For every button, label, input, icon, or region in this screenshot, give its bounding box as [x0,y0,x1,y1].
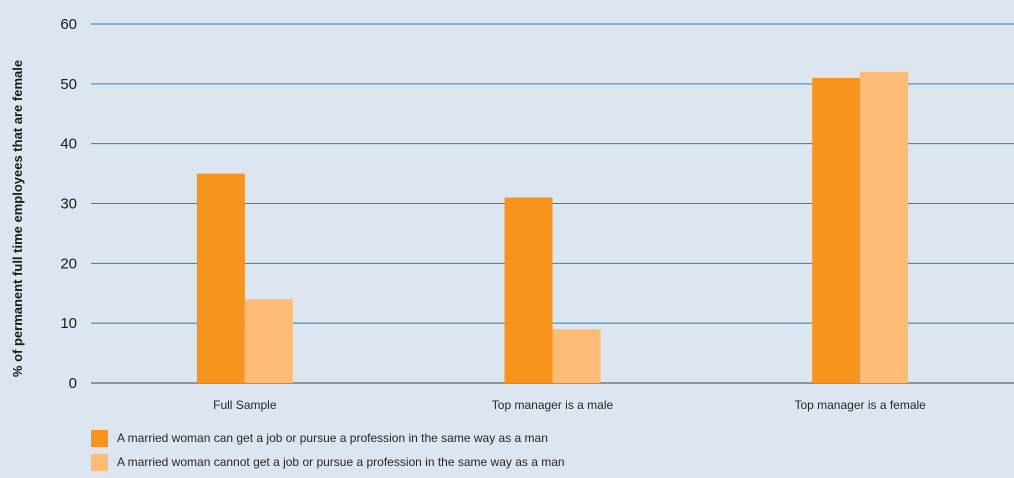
bars [196,71,909,383]
legend-label-cannot: A married woman cannot get a job or purs… [117,455,565,469]
bar-can-1 [504,197,553,383]
legend: A married woman can get a job or pursue … [91,429,565,478]
y-axis-tick-labels: 0 10 20 30 40 50 60 [60,16,77,392]
legend-label-can: A married woman can get a job or pursue … [117,431,548,445]
x-category-label: Full Sample [213,398,277,412]
y-tick-label: 0 [69,375,77,392]
legend-item-can: A married woman can get a job or pursue … [91,429,565,447]
y-tick-label: 40 [60,136,77,153]
legend-swatch-can [91,429,108,447]
x-category-label: Top manager is a female [794,398,926,412]
bar-can-2 [812,77,861,383]
bar-cannot-1 [552,329,601,383]
y-tick-label: 30 [60,196,77,213]
y-tick-label: 10 [60,315,77,332]
bar-cannot-0 [244,299,293,383]
bar-cannot-2 [860,71,909,383]
legend-item-cannot: A married woman cannot get a job or purs… [91,453,565,471]
y-tick-label: 60 [60,16,77,33]
x-axis-category-labels: Full Sample Top manager is a male Top mana… [213,398,926,412]
y-tick-label: 20 [60,255,77,272]
bar-can-0 [196,173,245,383]
y-tick-label: 50 [60,76,77,93]
x-category-label: Top manager is a male [492,398,614,412]
legend-swatch-cannot [91,453,108,471]
y-axis-label: % of permanent full time employees that … [10,60,25,377]
